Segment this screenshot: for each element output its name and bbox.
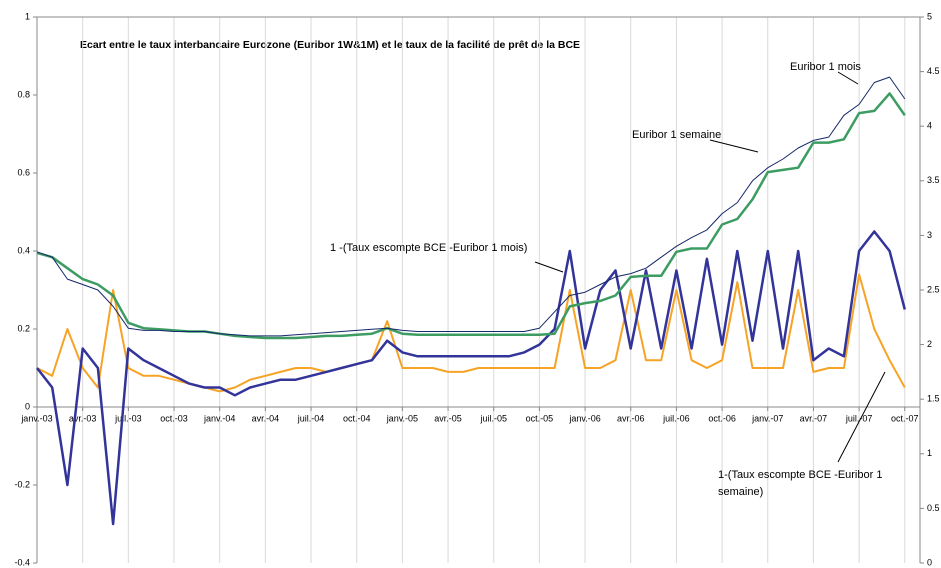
arrow: [709, 139, 759, 153]
series-line: [36, 76, 906, 337]
y-tick-label: 0.4: [17, 245, 30, 255]
y2-tick-label: 2: [927, 339, 932, 349]
y2-tick-label: 3: [927, 230, 932, 240]
y2-tick-label: 4.5: [927, 66, 940, 76]
y-tick-label: 0.2: [17, 323, 30, 333]
x-tick-label: juil.-06: [662, 413, 690, 423]
arrow: [534, 261, 564, 273]
arrows: [534, 71, 886, 463]
y2-tick-label: 0.5: [927, 503, 940, 513]
y-tick-label: 0: [25, 401, 30, 411]
arrow: [837, 371, 886, 463]
annotation: semaine): [718, 486, 763, 498]
chart-title: Ecart entre le taux interbancaire Eurozo…: [80, 39, 580, 51]
x-tick-label: janv.-07: [751, 413, 783, 423]
y2-tick-label: 2.5: [927, 284, 940, 294]
x-tick-label: janv.-06: [568, 413, 600, 423]
x-tick-label: juil.-04: [297, 413, 325, 423]
x-tick-label: janv.-04: [203, 413, 235, 423]
x-tick-label: avr.-06: [617, 413, 645, 423]
x-tick-label: oct.-05: [526, 413, 554, 423]
x-tick-label: oct.-04: [343, 413, 371, 423]
x-tick-label: avr.-05: [434, 413, 462, 423]
annotation: Euribor 1 semaine: [632, 129, 721, 141]
annotation: Euribor 1 mois: [790, 61, 861, 73]
y-tick-label: -0.2: [14, 479, 30, 489]
annotation: 1-(Taux escompte BCE -Euribor 1: [718, 469, 882, 481]
x-tick-label: oct.-07: [891, 413, 919, 423]
x-tick-label: janv.-05: [386, 413, 418, 423]
y-tick-label: 0.6: [17, 167, 30, 177]
y2-tick-label: 4: [927, 121, 932, 131]
x-tick-label: juil.-05: [479, 413, 507, 423]
x-tick-label: juil.-07: [845, 413, 873, 423]
y2-tick-label: 0: [927, 557, 932, 567]
x-tick-label: avr.-07: [800, 413, 828, 423]
plot: -0.4 -0.2 0 0.2 0.4 0.6 0.8 1 0 0.5 1 1.5 2 2.5 3 3.5 4 4…: [14, 11, 939, 567]
y2-tick-label: 1: [927, 448, 932, 458]
y-tick-label: 1: [25, 11, 30, 21]
x-tick-label: oct.-06: [708, 413, 736, 423]
x-tick-label: avr.-04: [252, 413, 280, 423]
y-tick-label: -0.4: [14, 557, 30, 567]
y2-tick-label: 1.5: [927, 394, 940, 404]
x-tick-label: avr.-03: [69, 413, 97, 423]
series-line: [36, 230, 907, 526]
y2-tick-label: 3.5: [927, 175, 940, 185]
x-tick-label: juil.-03: [114, 413, 142, 423]
x-tick-label: oct.-03: [160, 413, 188, 423]
series-line: [36, 92, 906, 340]
x-tick-label: janv.-03: [20, 413, 52, 423]
y2-tick-label: 5: [927, 11, 932, 21]
arrow: [837, 71, 859, 85]
y-tick-label: 0.8: [17, 89, 30, 99]
series-line: [36, 273, 906, 393]
annotation: 1 -(Taux escompte BCE -Euribor 1 mois): [330, 242, 527, 254]
